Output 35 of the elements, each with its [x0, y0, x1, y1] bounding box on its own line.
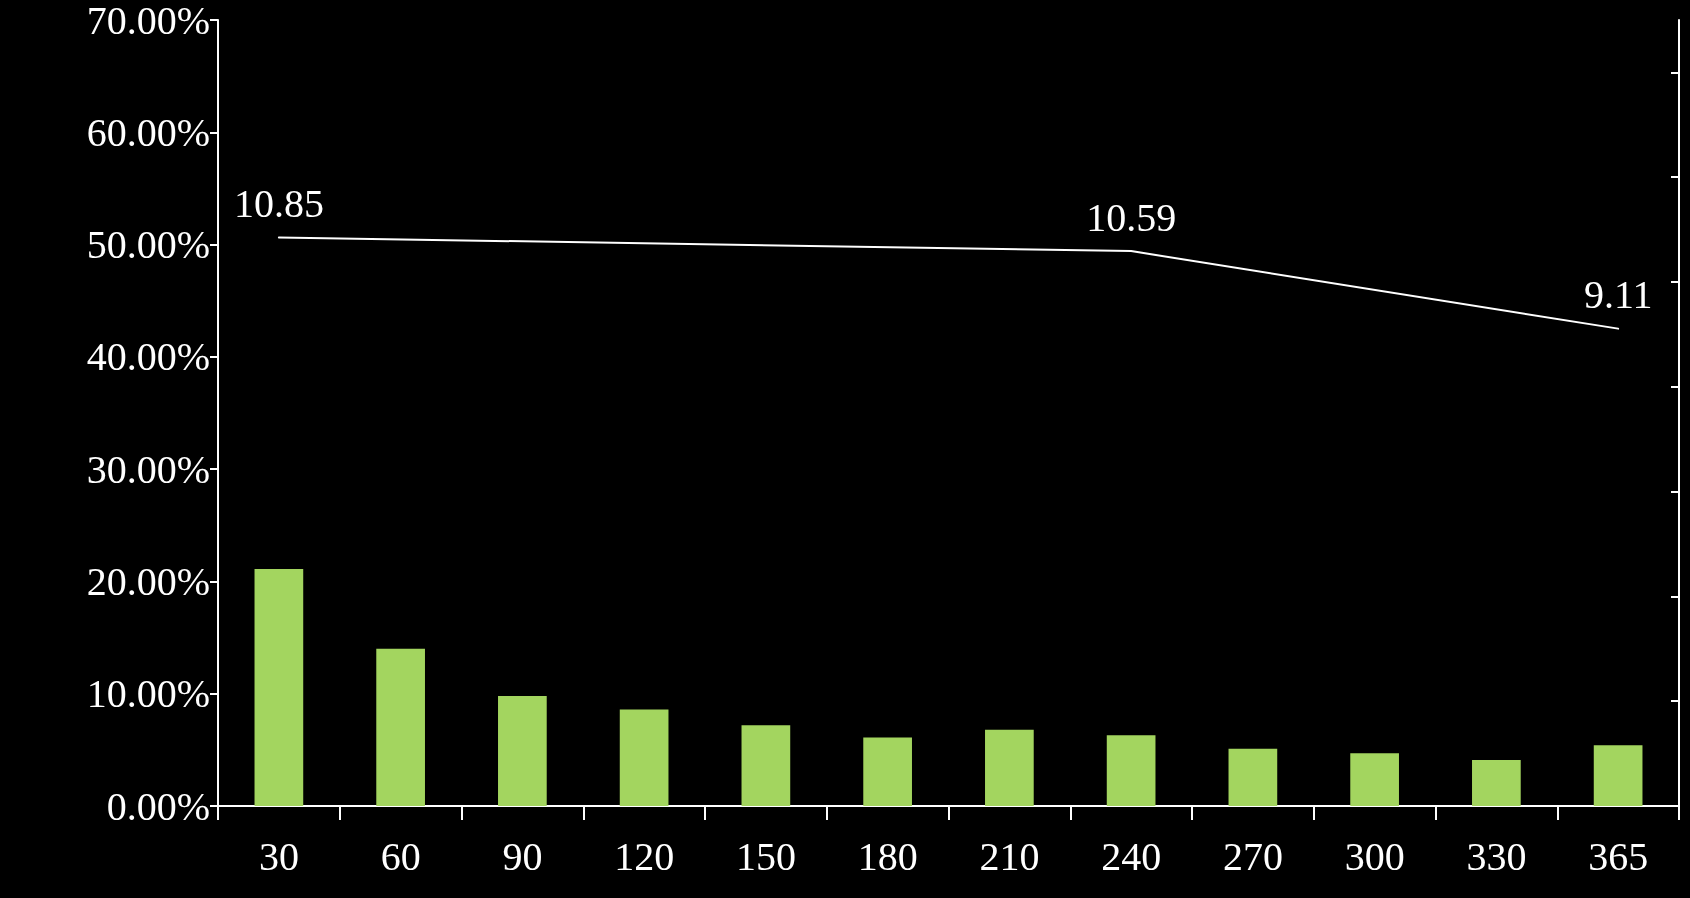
data-label: 9.11 [1583, 272, 1653, 318]
y-tick-label: 40.00% [86, 334, 210, 380]
y-tick-label: 50.00% [86, 222, 210, 268]
x-tick-label: 30 [258, 833, 299, 879]
bar [1228, 748, 1278, 806]
bar [1106, 735, 1156, 806]
x-tick-label: 240 [1101, 833, 1162, 879]
x-tick-label: 120 [614, 833, 675, 879]
x-tick-label: 270 [1222, 833, 1283, 879]
x-tick-label: 180 [857, 833, 918, 879]
y-tick-label: 60.00% [86, 109, 210, 155]
bar [985, 729, 1034, 806]
bar [741, 725, 791, 806]
bar [254, 569, 304, 806]
data-label: 10.85 [233, 180, 324, 226]
y-tick-label: 0.00% [106, 783, 210, 829]
bar [498, 695, 547, 806]
y-tick-label: 10.00% [86, 671, 210, 717]
x-tick-label: 150 [735, 833, 796, 879]
y-tick-label: 30.00% [86, 446, 210, 492]
x-tick-label: 365 [1588, 833, 1649, 879]
bar [619, 709, 669, 806]
bar [863, 737, 912, 806]
data-label: 10.59 [1086, 194, 1177, 240]
x-tick-label: 330 [1466, 833, 1527, 879]
x-tick-label: 300 [1344, 833, 1405, 879]
bar [1472, 759, 1521, 806]
y-tick-label: 70.00% [86, 0, 210, 43]
x-tick-label: 90 [502, 833, 543, 879]
bar [376, 648, 425, 806]
bar [1350, 753, 1399, 806]
y-tick-label: 20.00% [86, 558, 210, 604]
x-tick-label: 60 [380, 833, 421, 879]
x-tick-label: 210 [979, 833, 1040, 879]
bar [1593, 745, 1643, 806]
